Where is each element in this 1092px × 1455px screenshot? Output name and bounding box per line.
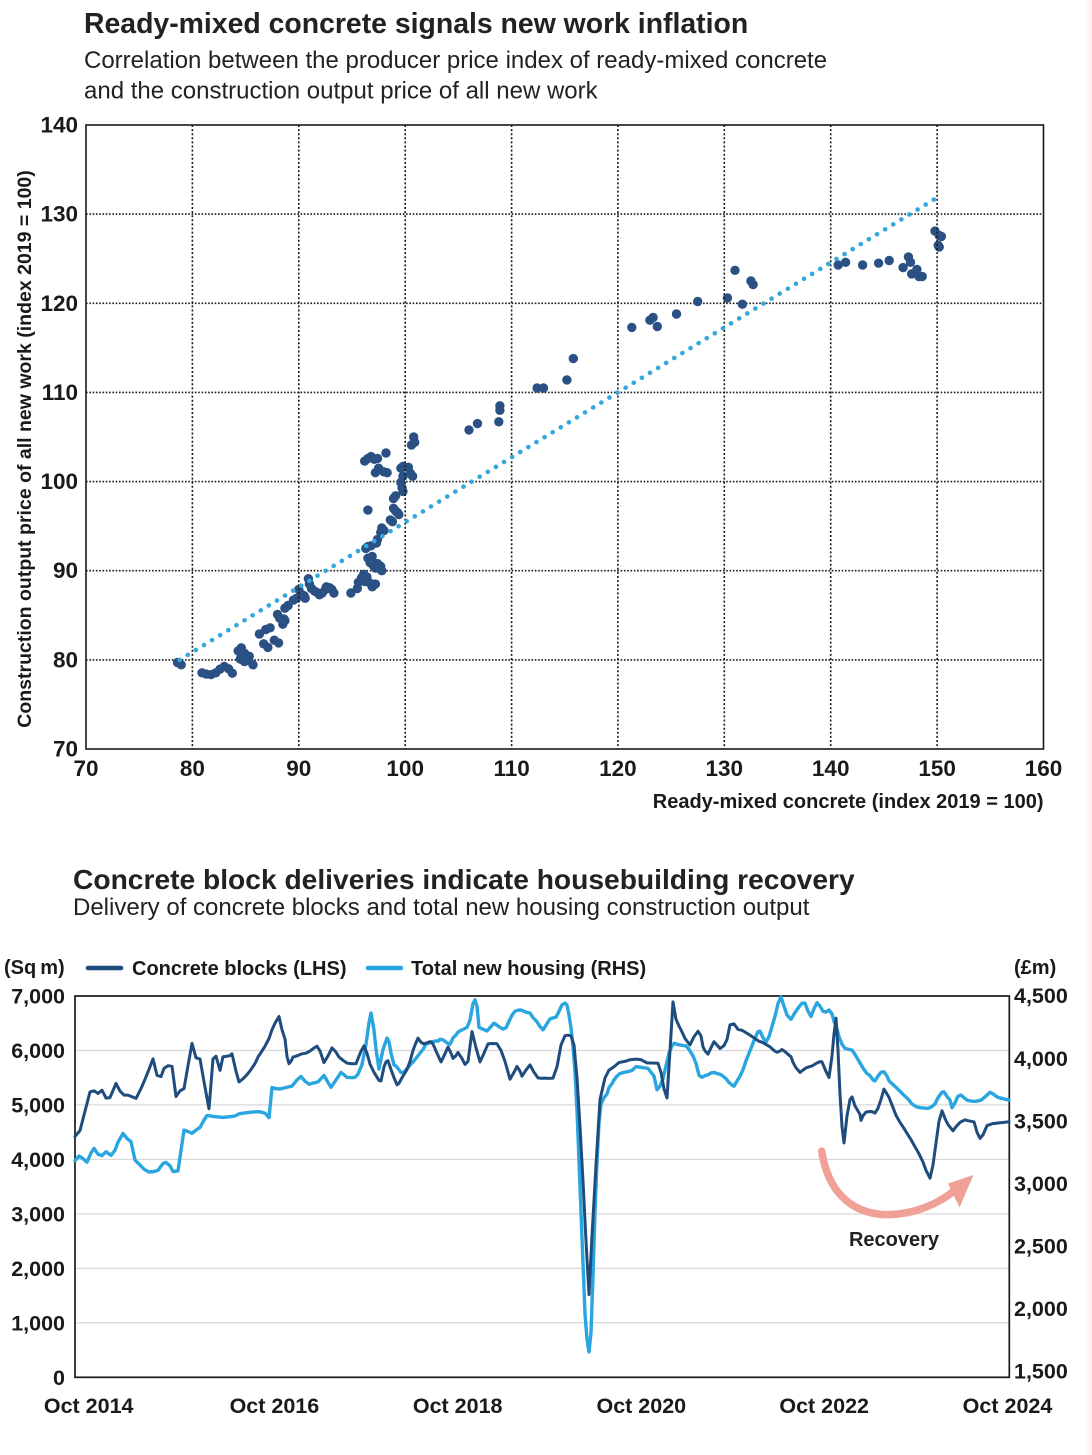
svg-text:4,500: 4,500 xyxy=(1014,984,1068,1008)
svg-text:Delivery of concrete blocks an: Delivery of concrete blocks and total ne… xyxy=(73,894,810,921)
svg-text:130: 130 xyxy=(706,756,744,781)
svg-text:Total new housing (RHS): Total new housing (RHS) xyxy=(411,958,646,980)
svg-text:Recovery: Recovery xyxy=(849,1229,940,1251)
svg-text:3,000: 3,000 xyxy=(11,1202,65,1226)
svg-text:Ready-mixed concrete (index 20: Ready-mixed concrete (index 2019 = 100) xyxy=(653,791,1044,813)
svg-text:7,000: 7,000 xyxy=(11,985,65,1009)
svg-text:Oct 2022: Oct 2022 xyxy=(779,1394,869,1418)
svg-text:110: 110 xyxy=(493,756,529,781)
svg-text:1,500: 1,500 xyxy=(1014,1360,1068,1384)
svg-text:80: 80 xyxy=(53,647,78,672)
svg-text:(Sq m): (Sq m) xyxy=(4,957,65,979)
svg-text:and the construction output pr: and the construction output price of all… xyxy=(84,78,599,105)
svg-text:160: 160 xyxy=(1025,756,1063,781)
svg-text:70: 70 xyxy=(73,756,98,781)
svg-text:2,000: 2,000 xyxy=(1014,1297,1068,1321)
svg-text:130: 130 xyxy=(40,202,78,227)
svg-text:Oct 2014: Oct 2014 xyxy=(44,1394,134,1418)
svg-text:Concrete blocks (LHS): Concrete blocks (LHS) xyxy=(132,958,346,980)
svg-text:6,000: 6,000 xyxy=(11,1039,65,1063)
svg-text:0: 0 xyxy=(53,1366,65,1390)
svg-text:2,500: 2,500 xyxy=(1014,1234,1068,1258)
svg-text:5,000: 5,000 xyxy=(11,1093,65,1117)
svg-text:Oct 2020: Oct 2020 xyxy=(596,1394,686,1418)
svg-text:Oct 2018: Oct 2018 xyxy=(413,1394,503,1418)
svg-text:Ready-mixed concrete signals n: Ready-mixed concrete signals new work in… xyxy=(84,8,748,40)
svg-text:Oct 2024: Oct 2024 xyxy=(963,1394,1053,1418)
svg-text:Oct 2016: Oct 2016 xyxy=(230,1394,320,1418)
svg-text:2,000: 2,000 xyxy=(11,1257,65,1281)
svg-text:140: 140 xyxy=(40,113,78,138)
svg-text:3,000: 3,000 xyxy=(1014,1172,1068,1196)
svg-text:120: 120 xyxy=(599,756,637,781)
svg-text:120: 120 xyxy=(40,291,78,316)
svg-text:Construction output price of a: Construction output price of all new wor… xyxy=(14,170,36,727)
svg-text:70: 70 xyxy=(53,737,78,762)
svg-text:90: 90 xyxy=(53,558,78,583)
svg-text:(£m): (£m) xyxy=(1014,957,1056,979)
svg-text:80: 80 xyxy=(180,756,205,781)
svg-text:90: 90 xyxy=(286,756,311,781)
svg-text:100: 100 xyxy=(40,469,78,494)
svg-text:Concrete block deliveries indi: Concrete block deliveries indicate house… xyxy=(73,863,855,895)
svg-text:140: 140 xyxy=(812,756,850,781)
svg-text:Correlation between the produc: Correlation between the producer price i… xyxy=(84,47,827,74)
svg-text:1,000: 1,000 xyxy=(11,1311,65,1335)
svg-text:4,000: 4,000 xyxy=(1014,1047,1068,1071)
svg-text:110: 110 xyxy=(42,380,78,405)
svg-text:100: 100 xyxy=(386,756,424,781)
svg-text:3,500: 3,500 xyxy=(1014,1109,1068,1133)
svg-text:150: 150 xyxy=(918,756,956,781)
svg-text:4,000: 4,000 xyxy=(11,1148,65,1172)
